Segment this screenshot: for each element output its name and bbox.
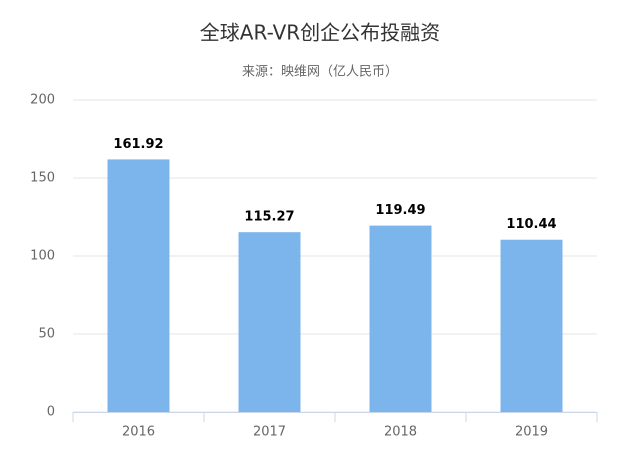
y-tick-label: 100 (30, 249, 55, 264)
chart-title: 全球AR-VR创企公布投融资 (200, 21, 440, 45)
y-tick-label: 0 (47, 405, 55, 420)
x-tick-label: 2016 (122, 425, 155, 440)
y-tick-label: 150 (30, 171, 55, 186)
bar (369, 225, 432, 412)
x-tick-label: 2018 (384, 425, 417, 440)
bar (238, 232, 301, 412)
x-tick-label: 2019 (515, 425, 548, 440)
data-label: 161.92 (113, 137, 163, 152)
chart-subtitle: 来源：映维网（亿人民币） (242, 65, 398, 80)
data-label: 115.27 (244, 210, 294, 225)
data-label: 110.44 (506, 217, 556, 232)
x-tick-label: 2017 (253, 425, 286, 440)
bar (107, 159, 170, 412)
y-tick-label: 50 (38, 327, 55, 342)
y-tick-label: 200 (30, 93, 55, 108)
bar (500, 239, 563, 412)
data-label: 119.49 (375, 203, 425, 218)
